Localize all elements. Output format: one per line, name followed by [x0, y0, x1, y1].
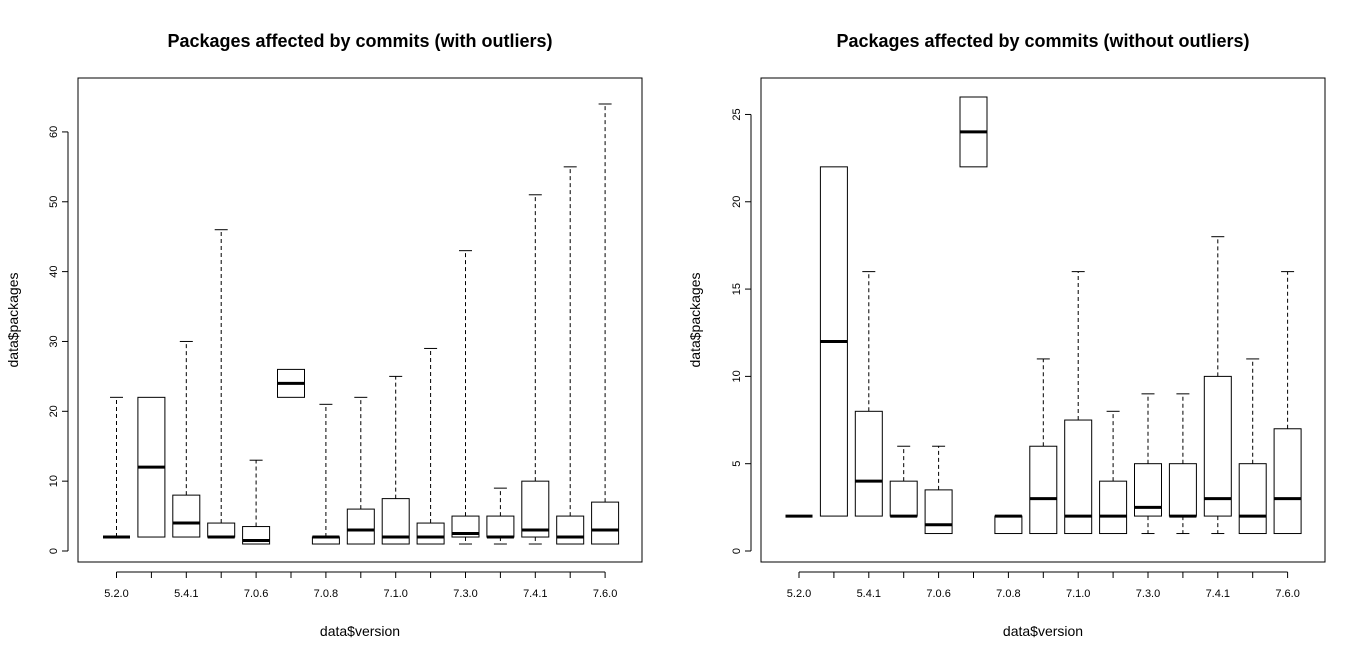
x-tick-label: 7.6.0: [593, 588, 617, 600]
box-iqr: [556, 515, 585, 545]
y-axis-label: data$packages: [5, 273, 21, 368]
box-7.1.0: [381, 375, 410, 545]
box-iqr: [1168, 463, 1197, 517]
box-group-6: [277, 368, 305, 398]
box-iqr: [1238, 463, 1267, 535]
box-iqr: [924, 489, 953, 535]
y-tick-label: 20: [731, 196, 743, 208]
chart-title: Packages affected by commits (with outli…: [167, 31, 552, 51]
right-chart-panel: Packages affected by commits (without ou…: [687, 31, 1326, 639]
box-group-14: [1238, 358, 1267, 535]
plot-frame: [77, 77, 643, 563]
box-iqr: [1203, 375, 1232, 517]
box-group-4: [207, 229, 236, 539]
box-iqr: [1029, 445, 1058, 535]
y-tick-label: 5: [731, 461, 743, 467]
box-7.0.8: [994, 514, 1023, 535]
box-iqr: [854, 410, 883, 517]
box-iqr: [207, 522, 236, 538]
y-tick-label: 40: [48, 265, 60, 277]
box-group-6: [959, 96, 988, 168]
x-tick-label: 5.2.0: [787, 588, 811, 600]
box-iqr: [451, 515, 480, 538]
x-tick-label: 7.4.1: [1206, 588, 1230, 600]
box-group-10: [1099, 410, 1128, 535]
plot-frame: [760, 77, 1326, 563]
x-tick-label: 7.0.8: [996, 588, 1020, 600]
y-tick-label: 25: [731, 108, 743, 120]
y-tick-label: 15: [731, 283, 743, 295]
box-5.4.1: [854, 271, 883, 517]
x-tick-label: 5.4.1: [857, 588, 881, 600]
y-tick-label: 10: [731, 370, 743, 382]
box-group-8: [346, 396, 375, 545]
box-7.4.1: [521, 194, 550, 545]
box-7.1.0: [1064, 271, 1093, 535]
box-7.3.0: [1134, 393, 1162, 535]
x-tick-label: 7.1.0: [1066, 588, 1090, 600]
x-tick-label: 7.0.6: [926, 588, 950, 600]
box-group-10: [416, 347, 445, 545]
x-axis-label: data$version: [1003, 623, 1083, 639]
x-tick-label: 7.6.0: [1275, 588, 1299, 600]
box-7.0.8: [311, 403, 340, 545]
box-iqr: [591, 501, 620, 545]
y-tick-label: 0: [731, 548, 743, 554]
box-5.2.0: [103, 396, 130, 539]
box-iqr: [1273, 428, 1302, 535]
box-7.0.6: [242, 459, 271, 545]
x-axis-label: data$version: [320, 623, 400, 639]
box-group-12: [486, 487, 515, 545]
box-group-12: [1168, 393, 1197, 535]
box-group-2: [137, 396, 166, 538]
box-7.3.0: [451, 250, 480, 545]
box-iqr: [346, 508, 375, 545]
box-7.4.1: [1203, 236, 1232, 535]
x-tick-label: 5.4.1: [174, 588, 198, 600]
left-chart-panel: Packages affected by commits (with outli…: [5, 31, 643, 639]
y-tick-label: 10: [48, 475, 60, 487]
x-tick-label: 7.0.8: [314, 588, 338, 600]
y-tick-label: 60: [48, 126, 60, 138]
x-tick-label: 5.2.0: [104, 588, 128, 600]
x-tick-label: 7.0.6: [244, 588, 268, 600]
y-tick-label: 20: [48, 405, 60, 417]
box-group-8: [1029, 358, 1058, 535]
box-iqr: [521, 480, 550, 538]
x-tick-label: 7.1.0: [383, 588, 407, 600]
box-group-2: [819, 166, 848, 517]
y-axis-label: data$packages: [687, 273, 703, 368]
box-group-14: [556, 166, 585, 545]
x-tick-label: 7.3.0: [1136, 588, 1160, 600]
box-7.6.0: [1273, 271, 1302, 535]
box-iqr: [1099, 480, 1128, 535]
box-iqr: [889, 480, 918, 517]
box-group-4: [889, 445, 918, 518]
x-tick-label: 7.4.1: [523, 588, 547, 600]
box-iqr: [416, 522, 445, 545]
y-tick-label: 50: [48, 196, 60, 208]
box-7.6.0: [591, 103, 620, 545]
y-tick-label: 30: [48, 335, 60, 347]
x-tick-label: 7.3.0: [453, 588, 477, 600]
box-5.4.1: [172, 340, 201, 538]
box-iqr: [994, 515, 1023, 535]
box-7.0.6: [924, 445, 953, 535]
y-tick-label: 0: [48, 548, 60, 554]
box-iqr: [172, 494, 201, 538]
box-iqr: [486, 515, 515, 538]
chart-title: Packages affected by commits (without ou…: [836, 31, 1249, 51]
